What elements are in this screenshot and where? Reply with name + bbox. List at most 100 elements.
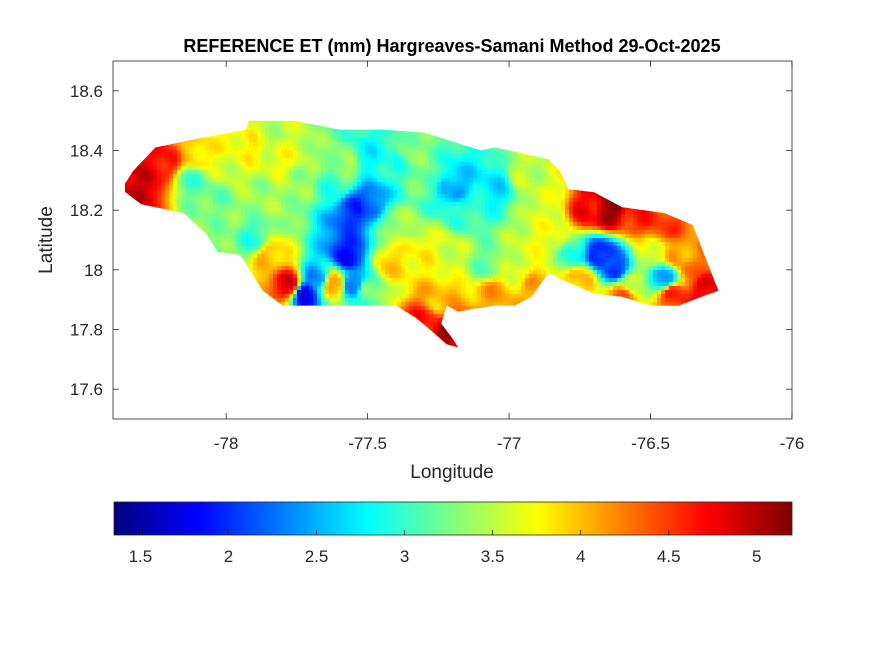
heatmap-cell — [437, 178, 442, 183]
heatmap-cell — [261, 242, 266, 247]
heatmap-cell — [529, 198, 534, 203]
heatmap-cell — [165, 170, 170, 175]
heatmap-cell — [293, 186, 298, 191]
heatmap-cell — [193, 198, 198, 203]
heatmap-cell — [261, 146, 266, 151]
heatmap-cell — [289, 198, 294, 203]
heatmap-cell — [633, 234, 638, 239]
heatmap-cell — [309, 242, 314, 247]
heatmap-cell — [345, 162, 350, 167]
heatmap-cell — [441, 246, 446, 251]
heatmap-cell — [457, 154, 462, 159]
heatmap-cell — [593, 246, 598, 251]
heatmap-cell — [405, 222, 410, 227]
heatmap-cell — [225, 250, 230, 255]
heatmap-cell — [541, 198, 546, 203]
heatmap-cell — [433, 234, 438, 239]
heatmap-cell — [337, 166, 342, 171]
heatmap-cell — [309, 154, 314, 159]
heatmap-cell — [589, 230, 594, 235]
heatmap-cell — [341, 222, 346, 227]
heatmap-cell — [193, 158, 198, 163]
heatmap-cell — [589, 202, 594, 207]
heatmap-cell — [293, 134, 298, 139]
heatmap-cell — [157, 198, 162, 203]
heatmap-cell — [609, 218, 614, 223]
heatmap-cell — [473, 154, 478, 159]
heatmap-cell — [245, 202, 250, 207]
heatmap-cell — [405, 130, 410, 135]
heatmap-cell — [337, 170, 342, 175]
heatmap-cell — [321, 230, 326, 235]
heatmap-cell — [261, 162, 266, 167]
heatmap-cell — [401, 154, 406, 159]
heatmap-cell — [677, 222, 682, 227]
heatmap-cell — [349, 234, 354, 239]
heatmap-cell — [345, 150, 350, 155]
heatmap-cell — [497, 238, 502, 243]
heatmap-cell — [225, 226, 230, 231]
heatmap-cell — [253, 166, 258, 171]
heatmap-cell — [369, 158, 374, 163]
heatmap-cell — [277, 130, 282, 135]
heatmap-cell — [237, 170, 242, 175]
heatmap-cell — [301, 190, 306, 195]
heatmap-cell — [637, 214, 642, 219]
heatmap-cell — [353, 158, 358, 163]
heatmap-cell — [373, 230, 378, 235]
heatmap-cell — [493, 234, 498, 239]
heatmap-cell — [337, 198, 342, 203]
heatmap-cell — [253, 130, 258, 135]
heatmap-cell — [325, 194, 330, 199]
heatmap-cell — [525, 194, 530, 199]
heatmap-cell — [341, 166, 346, 171]
heatmap-cell — [161, 178, 166, 183]
heatmap-cell — [621, 226, 626, 231]
heatmap-cell — [317, 218, 322, 223]
heatmap-cell — [529, 194, 534, 199]
heatmap-cell — [297, 138, 302, 143]
heatmap-cell — [549, 202, 554, 207]
heatmap-cell — [517, 186, 522, 191]
heatmap-cell — [413, 138, 418, 143]
heatmap-cell — [125, 178, 130, 183]
heatmap-cell — [245, 182, 250, 187]
heatmap-cell — [225, 170, 230, 175]
heatmap-cell — [473, 210, 478, 215]
heatmap-cell — [269, 182, 274, 187]
heatmap-cell — [253, 194, 258, 199]
heatmap-cell — [517, 234, 522, 239]
heatmap-cell — [349, 218, 354, 223]
heatmap-cell — [249, 234, 254, 239]
heatmap-cell — [173, 166, 178, 171]
heatmap-cell — [605, 238, 610, 243]
heatmap-cell — [397, 214, 402, 219]
heatmap-cell — [393, 210, 398, 215]
heatmap-cell — [285, 242, 290, 247]
heatmap-cell — [421, 162, 426, 167]
heatmap-cell — [269, 210, 274, 215]
heatmap-cell — [421, 194, 426, 199]
heatmap-cell — [317, 166, 322, 171]
heatmap-cell — [149, 178, 154, 183]
heatmap-cell — [293, 162, 298, 167]
heatmap-cell — [293, 126, 298, 131]
heatmap-cell — [409, 146, 414, 151]
heatmap-cell — [321, 246, 326, 251]
heatmap-cell — [497, 182, 502, 187]
heatmap-cell — [457, 226, 462, 231]
heatmap-cell — [225, 206, 230, 211]
heatmap-cell — [329, 134, 334, 139]
heatmap-cell — [261, 226, 266, 231]
heatmap-cell — [693, 238, 698, 243]
heatmap-cell — [441, 230, 446, 235]
heatmap-cell — [581, 230, 586, 235]
heatmap-cell — [337, 234, 342, 239]
heatmap-cell — [401, 158, 406, 163]
heatmap-cell — [185, 170, 190, 175]
heatmap-cell — [341, 150, 346, 155]
heatmap-cell — [265, 142, 270, 147]
heatmap-cell — [565, 214, 570, 219]
heatmap-cell — [537, 166, 542, 171]
